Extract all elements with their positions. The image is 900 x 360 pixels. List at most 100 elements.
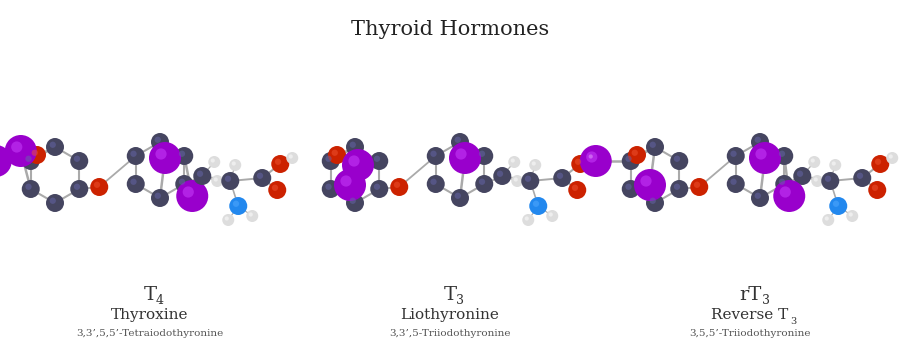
- Circle shape: [586, 152, 598, 163]
- Circle shape: [549, 212, 553, 217]
- Circle shape: [50, 198, 56, 204]
- Circle shape: [454, 193, 461, 199]
- Circle shape: [522, 214, 535, 226]
- Circle shape: [70, 152, 88, 170]
- Circle shape: [871, 155, 889, 173]
- Circle shape: [773, 180, 806, 212]
- Circle shape: [846, 210, 859, 222]
- Circle shape: [155, 193, 161, 199]
- Circle shape: [514, 177, 518, 181]
- Circle shape: [22, 180, 40, 198]
- Circle shape: [130, 150, 137, 157]
- Circle shape: [779, 186, 791, 198]
- Circle shape: [230, 197, 248, 215]
- Circle shape: [222, 214, 234, 226]
- Circle shape: [253, 169, 271, 187]
- Circle shape: [510, 158, 515, 163]
- Circle shape: [151, 189, 169, 207]
- Circle shape: [674, 184, 680, 190]
- Text: 3,3’,5-Triiodothyronine: 3,3’,5-Triiodothyronine: [389, 328, 511, 338]
- Circle shape: [572, 185, 578, 191]
- Circle shape: [212, 175, 223, 187]
- Circle shape: [814, 177, 818, 181]
- Circle shape: [568, 181, 586, 199]
- Text: T: T: [444, 286, 456, 304]
- Circle shape: [646, 138, 664, 156]
- Circle shape: [247, 210, 258, 222]
- Circle shape: [580, 145, 612, 177]
- Circle shape: [532, 161, 536, 166]
- Circle shape: [286, 152, 298, 164]
- Text: 3: 3: [762, 294, 770, 307]
- Circle shape: [451, 189, 469, 207]
- Circle shape: [25, 156, 32, 162]
- Circle shape: [493, 167, 511, 185]
- Circle shape: [194, 167, 212, 185]
- Circle shape: [342, 149, 374, 181]
- Circle shape: [70, 180, 88, 198]
- Text: Thyroid Hormones: Thyroid Hormones: [351, 20, 549, 39]
- Text: 3,3’,5,5’-Tetraiodothyronine: 3,3’,5,5’-Tetraiodothyronine: [76, 328, 223, 338]
- Text: rT: rT: [739, 286, 761, 304]
- Text: 3,5,5’-Triiodothyronine: 3,5,5’-Triiodothyronine: [689, 328, 811, 338]
- Circle shape: [225, 176, 231, 182]
- Circle shape: [127, 147, 145, 165]
- Circle shape: [727, 147, 745, 165]
- Circle shape: [25, 184, 32, 190]
- Circle shape: [149, 142, 181, 174]
- Circle shape: [349, 141, 356, 148]
- Circle shape: [94, 181, 100, 188]
- Circle shape: [268, 181, 286, 199]
- Circle shape: [674, 156, 680, 162]
- Circle shape: [793, 167, 811, 185]
- Circle shape: [256, 172, 263, 179]
- Circle shape: [427, 175, 445, 193]
- Circle shape: [155, 136, 161, 143]
- Circle shape: [289, 154, 293, 159]
- Circle shape: [589, 154, 593, 159]
- Circle shape: [179, 179, 185, 185]
- Circle shape: [46, 194, 64, 212]
- Circle shape: [28, 146, 46, 164]
- Circle shape: [271, 155, 289, 173]
- Circle shape: [331, 150, 338, 156]
- Circle shape: [832, 201, 839, 207]
- Circle shape: [221, 172, 239, 190]
- Circle shape: [430, 150, 436, 157]
- Circle shape: [211, 158, 215, 163]
- Circle shape: [634, 169, 666, 201]
- Circle shape: [557, 172, 563, 179]
- Circle shape: [11, 141, 22, 153]
- Circle shape: [872, 185, 878, 191]
- Circle shape: [670, 152, 688, 170]
- Circle shape: [808, 156, 820, 168]
- Circle shape: [529, 197, 547, 215]
- Circle shape: [694, 181, 700, 188]
- Circle shape: [248, 212, 253, 217]
- Circle shape: [775, 147, 793, 165]
- Circle shape: [888, 154, 893, 159]
- Circle shape: [778, 150, 785, 157]
- Circle shape: [334, 169, 366, 201]
- Circle shape: [875, 159, 881, 165]
- Circle shape: [572, 155, 590, 173]
- Circle shape: [183, 186, 194, 198]
- Circle shape: [849, 212, 853, 217]
- Circle shape: [811, 175, 824, 187]
- Circle shape: [650, 141, 656, 148]
- Circle shape: [832, 161, 836, 166]
- Circle shape: [650, 198, 656, 204]
- Text: Liothyronine: Liothyronine: [400, 308, 500, 322]
- Circle shape: [340, 175, 352, 186]
- Circle shape: [208, 156, 220, 168]
- Circle shape: [176, 180, 208, 212]
- Circle shape: [197, 171, 203, 177]
- Circle shape: [349, 198, 356, 204]
- Circle shape: [176, 175, 194, 193]
- Circle shape: [322, 180, 340, 198]
- Circle shape: [529, 159, 541, 171]
- Circle shape: [641, 175, 652, 186]
- Circle shape: [156, 148, 166, 159]
- Circle shape: [272, 185, 278, 191]
- Circle shape: [886, 152, 898, 164]
